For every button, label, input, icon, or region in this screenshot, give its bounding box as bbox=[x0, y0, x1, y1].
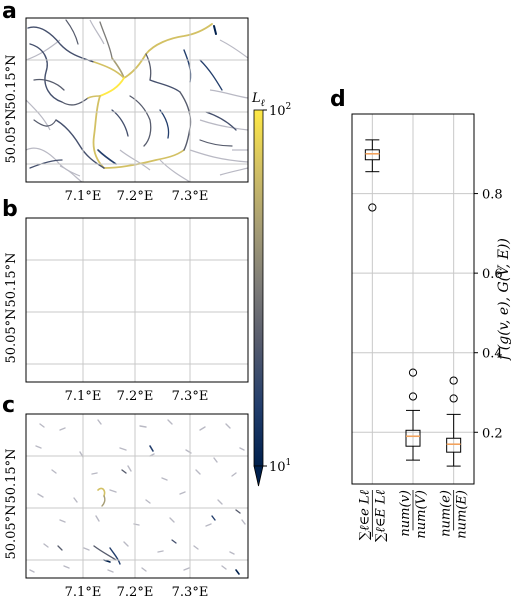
x-label-denominator: num(V) bbox=[414, 490, 429, 539]
background-rivers bbox=[26, 220, 248, 382]
outlier-point bbox=[408, 368, 418, 377]
colorbar-gradient bbox=[253, 109, 264, 467]
lon-tick-label: 7.2°E bbox=[117, 585, 154, 598]
map-panel-a: 50.15°N 50.05°N 7.1°E 7.2°E 7.3°E bbox=[4, 17, 249, 204]
panel-letter-a: a bbox=[2, 0, 17, 24]
box-group bbox=[405, 368, 421, 461]
panel-letter-d: d bbox=[330, 87, 346, 112]
map-panel-c: 50.15°N 50.05°N 7.1°E 7.2°E 7.3°E bbox=[4, 413, 249, 598]
lat-tick-label: 50.15°N bbox=[4, 448, 19, 503]
y-tick-label: 0.6 bbox=[482, 267, 503, 282]
map-grid bbox=[26, 18, 248, 182]
lat-tick-label: 50.15°N bbox=[4, 54, 19, 109]
outlier-point bbox=[408, 392, 418, 401]
box-iqr bbox=[405, 429, 421, 447]
outlier-point bbox=[368, 203, 377, 212]
panel-letter-c: c bbox=[2, 393, 15, 418]
lat-tick-label: 50.05°N bbox=[4, 504, 19, 559]
x-label-denominator: ∑ℓ∈E Lℓ bbox=[373, 489, 388, 542]
lon-tick-label: 7.2°E bbox=[117, 189, 154, 204]
colorbar-bottom-tick: 101 bbox=[269, 458, 291, 475]
lat-tick-label: 50.05°N bbox=[4, 108, 19, 163]
lat-tick-label: 50.15°N bbox=[4, 252, 19, 307]
river-network bbox=[27, 19, 237, 169]
map-frame bbox=[25, 17, 249, 183]
boxplot-panel-d: 0.20.40.60.8 ∑ℓ∈e Lℓ ∑ℓ∈E Lℓ num(v) num(V) n… bbox=[351, 113, 512, 542]
lon-tick-label: 7.1°E bbox=[65, 585, 102, 598]
lon-tick-label: 7.3°E bbox=[172, 585, 209, 598]
lon-tick-label: 7.3°E bbox=[172, 189, 209, 204]
colorbar-extend-arrow bbox=[253, 465, 264, 487]
box-series bbox=[364, 139, 462, 467]
lon-tick-label: 7.2°E bbox=[117, 389, 154, 404]
x-label-numerator: num(e) bbox=[439, 490, 454, 537]
x-category-label: num(v) num(V) bbox=[398, 490, 429, 539]
y-axis-ticks: 0.2 0.4 0.6 0.8 bbox=[474, 188, 503, 441]
y-axis-label: f (g(v, e), G(V, E)) bbox=[496, 238, 512, 361]
box-group bbox=[446, 376, 462, 467]
y-tick-label: 0.2 bbox=[482, 426, 503, 441]
lon-tick-label: 7.3°E bbox=[172, 389, 209, 404]
y-tick-label: 0.8 bbox=[482, 188, 503, 203]
x-axis-labels: ∑ℓ∈e Lℓ ∑ℓ∈E Lℓ num(v) num(V) num(e) num(E) bbox=[357, 489, 469, 542]
lon-tick-label: 7.1°E bbox=[65, 389, 102, 404]
colorbar-label: Lℓ bbox=[251, 91, 265, 109]
map-grid bbox=[26, 414, 248, 578]
lon-tick-label: 7.1°E bbox=[65, 189, 102, 204]
map-panel-b: 50.15°N 50.05°N 7.1°E 7.2°E 7.3°E bbox=[4, 217, 249, 404]
panel-letter-b: b bbox=[2, 197, 18, 222]
x-label-numerator: num(v) bbox=[398, 490, 413, 537]
map-frame bbox=[25, 217, 249, 383]
colorbar-top-tick: 102 bbox=[269, 102, 291, 119]
map-frame bbox=[25, 413, 249, 579]
box-group bbox=[364, 139, 380, 212]
river-fragments bbox=[29, 419, 246, 575]
x-label-denominator: num(E) bbox=[455, 490, 470, 539]
x-category-label: num(e) num(E) bbox=[439, 490, 470, 539]
box-iqr bbox=[446, 437, 462, 453]
lat-tick-label: 50.05°N bbox=[4, 308, 19, 363]
outlier-point bbox=[449, 394, 458, 403]
background-rivers bbox=[26, 19, 248, 182]
map-grid bbox=[26, 218, 248, 382]
x-category-label: ∑ℓ∈e Lℓ ∑ℓ∈E Lℓ bbox=[357, 489, 388, 542]
colorbar: Lℓ 102 101 bbox=[251, 91, 291, 487]
box-iqr bbox=[364, 149, 380, 161]
outlier-point bbox=[449, 376, 458, 385]
y-tick-label: 0.4 bbox=[482, 347, 503, 362]
river-network bbox=[28, 220, 236, 368]
chart-frame bbox=[351, 113, 475, 485]
x-label-numerator: ∑ℓ∈e Lℓ bbox=[357, 489, 372, 540]
